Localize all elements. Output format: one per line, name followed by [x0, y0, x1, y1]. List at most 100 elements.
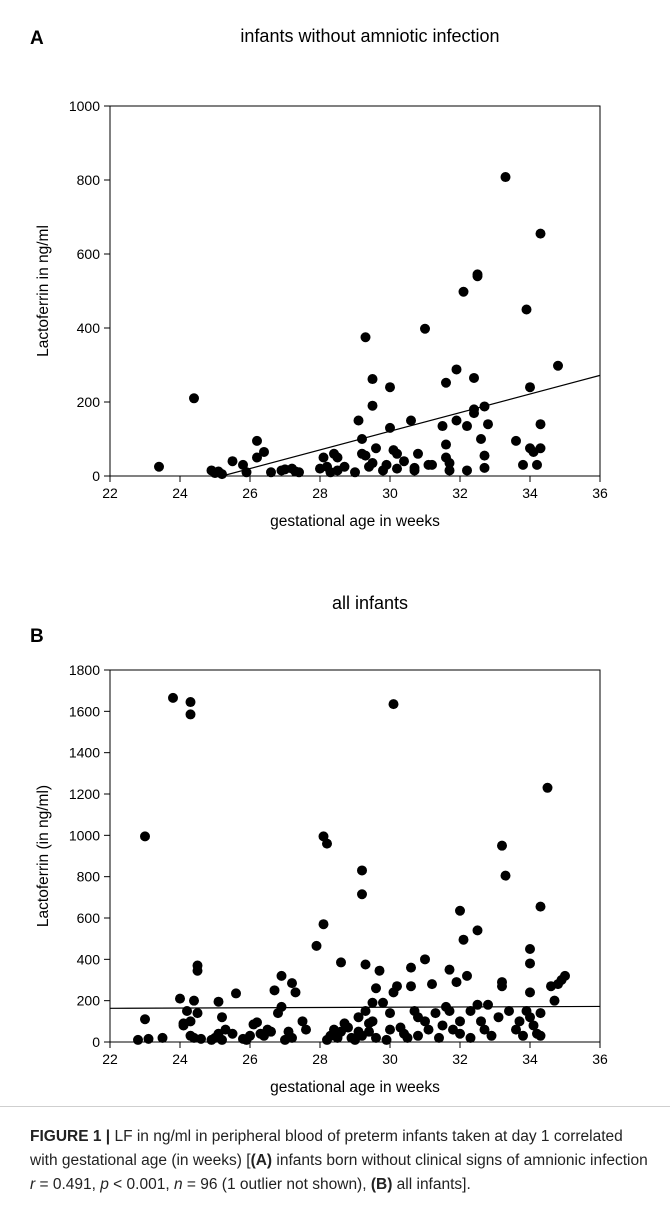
- caption-label: FIGURE 1 |: [30, 1128, 111, 1145]
- chart-b-data-point: [360, 1006, 371, 1016]
- chart-b-data-point: [427, 979, 437, 990]
- chart-b-data-point: [290, 987, 301, 998]
- chart-b-data-point: [378, 997, 388, 1008]
- chart-b-data-point: [196, 1033, 206, 1044]
- chart-b-data-point: [465, 1032, 476, 1043]
- chart-b-data-point: [525, 944, 535, 954]
- chart-a-data-point: [511, 435, 521, 446]
- chart-b-data-point: [525, 1012, 535, 1023]
- chart-b-data-point: [269, 985, 280, 996]
- chart-a-data-point: [367, 400, 378, 411]
- chart-b-x-tick-label: 36: [592, 1051, 608, 1067]
- caption-n-val: = 96 (1 outlier not shown),: [182, 1176, 371, 1193]
- chart-a-data-point: [353, 415, 364, 426]
- chart-b-data-point: [287, 978, 297, 989]
- chart-a-data-point: [413, 448, 423, 459]
- chart-a-x-axis-label: gestational age in weeks: [270, 513, 440, 530]
- chart-b-data-point: [385, 1024, 395, 1035]
- chart-b-x-tick-label: 24: [172, 1051, 188, 1067]
- chart-a-x-tick-label: 36: [592, 485, 608, 501]
- chart-b-data-point: [318, 919, 329, 930]
- chart-b-x-tick-label: 28: [312, 1051, 328, 1067]
- chart-a-y-tick-label: 200: [77, 394, 101, 410]
- chart-b-data-point: [353, 1012, 364, 1023]
- chart-a-data-point: [371, 443, 381, 454]
- chart-a-data-point: [238, 459, 248, 470]
- chart-a-data-point: [406, 415, 416, 426]
- chart-b-x-tick-label: 30: [382, 1051, 398, 1067]
- chart-b-data-point: [217, 1012, 227, 1023]
- chart-b-data-point: [381, 1034, 392, 1045]
- chart-b-y-tick-label: 400: [77, 951, 101, 967]
- chart-b-data-point: [525, 987, 535, 998]
- chart-a-data-point: [367, 374, 378, 385]
- chart-a-data-point: [462, 465, 472, 476]
- chart-b-data-point: [357, 865, 367, 876]
- chart-a-data-point: [392, 463, 402, 474]
- chart-b-data-point: [542, 782, 553, 793]
- chart-b-data-point: [140, 1014, 150, 1025]
- chart-b-data-point: [213, 996, 224, 1007]
- chart-b-data-point: [455, 905, 465, 916]
- chart-b-data-point: [430, 1008, 441, 1019]
- chart-b-data-point: [157, 1032, 168, 1043]
- chart-b-data-point: [549, 995, 560, 1006]
- chart-a-regression-line: [221, 374, 601, 477]
- chart-a-data-point: [483, 419, 493, 430]
- chart-b-data-point: [525, 958, 535, 969]
- panel-a-letter: A: [30, 28, 44, 49]
- chart-a-data-point: [392, 448, 402, 459]
- chart-b-data-point: [472, 999, 483, 1010]
- chart-b-data-point: [444, 1006, 455, 1016]
- caption-r-var: r: [30, 1176, 36, 1193]
- chart-b-data-point: [388, 699, 399, 710]
- panel-b-title: all infants: [331, 593, 409, 613]
- chart-b-y-tick-label: 800: [77, 869, 101, 885]
- chart-a-data-point: [479, 462, 490, 473]
- chart-b-data-point: [497, 840, 507, 851]
- chart-a: 22 24 26 28 30 32 34 36 0 200 400 600 800 1000 gestati…: [35, 98, 608, 530]
- chart-b-data-point: [486, 1030, 497, 1041]
- chart-b-data-point: [231, 988, 241, 999]
- chart-a-data-point: [476, 434, 486, 444]
- chart-a-data-point: [332, 452, 343, 463]
- chart-b-data-point: [462, 970, 472, 981]
- chart-a-x-tick-label: 24: [172, 485, 188, 501]
- chart-a-data-point: [441, 439, 451, 450]
- chart-b-data-point: [276, 970, 287, 981]
- caption-panel-a-ref: (A): [250, 1152, 273, 1169]
- chart-b-data-point: [322, 838, 332, 849]
- chart-a-data-point: [441, 377, 451, 388]
- caption-p-val: < 0.001,: [108, 1176, 174, 1193]
- chart-b-data-point: [385, 1008, 395, 1019]
- chart-b-data-point: [455, 1016, 465, 1027]
- chart-a-data-point: [469, 372, 479, 383]
- chart-b-data-point: [392, 981, 402, 992]
- chart-b-data-point: [406, 962, 416, 973]
- chart-a-data-point: [350, 467, 360, 478]
- chart-b-data-point: [434, 1032, 444, 1043]
- chart-b-data-point: [287, 1032, 297, 1043]
- chart-b-data-point: [420, 1016, 430, 1027]
- chart-a-data-point: [518, 459, 528, 470]
- chart-b-data-point: [374, 965, 385, 976]
- chart-b-data-point: [185, 697, 196, 708]
- chart-a-data-point: [420, 323, 430, 334]
- chart-b-data-point: [406, 981, 416, 992]
- chart-a-data-point: [227, 456, 238, 467]
- chart-a-data-point: [259, 446, 269, 457]
- chart-b-data-point: [343, 1022, 353, 1033]
- chart-a-data-point: [252, 435, 262, 446]
- chart-b-data-point: [476, 1016, 486, 1027]
- chart-b-data-point: [444, 964, 455, 975]
- chart-b-data-point: [497, 981, 507, 992]
- chart-a-data-point: [521, 304, 532, 315]
- chart-b-data-point: [560, 970, 570, 981]
- chart-a-x-tick-label: 34: [522, 485, 538, 501]
- chart-b-data-point: [133, 1034, 143, 1045]
- panel-b-letter: B: [30, 626, 44, 647]
- chart-b-plot-frame: [109, 669, 601, 1043]
- chart-a-data-point: [437, 421, 448, 432]
- chart-b-data-point: [367, 997, 378, 1008]
- chart-a-x-tick-label: 26: [242, 485, 258, 501]
